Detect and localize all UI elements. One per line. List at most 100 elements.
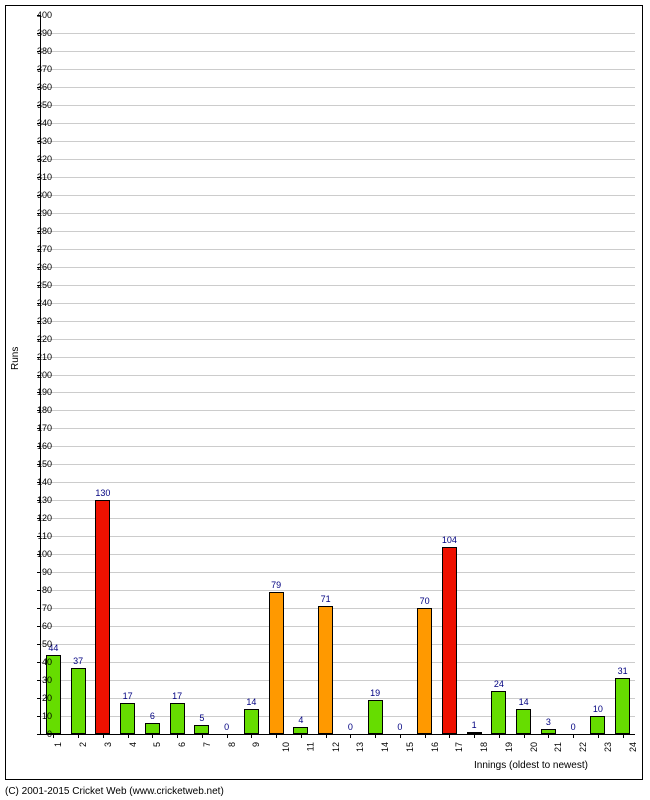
bar-value-label: 3 bbox=[546, 717, 551, 727]
x-axis-label: 22 bbox=[578, 742, 588, 752]
x-axis-label: 8 bbox=[227, 742, 237, 747]
gridline bbox=[41, 590, 635, 591]
y-tick bbox=[37, 590, 41, 591]
gridline bbox=[41, 123, 635, 124]
x-tick bbox=[202, 734, 203, 738]
gridline bbox=[41, 303, 635, 304]
y-tick bbox=[37, 644, 41, 645]
x-tick bbox=[103, 734, 104, 738]
y-axis-label: 110 bbox=[38, 531, 52, 541]
x-axis-label: 23 bbox=[603, 742, 613, 752]
y-axis-label: 230 bbox=[37, 316, 52, 326]
y-axis-label: 280 bbox=[37, 226, 52, 236]
bar bbox=[368, 700, 383, 734]
gridline bbox=[41, 285, 635, 286]
bar-value-label: 79 bbox=[271, 580, 281, 590]
gridline bbox=[41, 375, 635, 376]
gridline bbox=[41, 644, 635, 645]
gridline bbox=[41, 500, 635, 501]
gridline bbox=[41, 231, 635, 232]
gridline bbox=[41, 195, 635, 196]
y-axis-label: 220 bbox=[37, 334, 52, 344]
bar-value-label: 0 bbox=[571, 722, 576, 732]
bar bbox=[120, 703, 135, 734]
bar-value-label: 6 bbox=[150, 711, 155, 721]
bar-value-label: 31 bbox=[618, 666, 628, 676]
x-tick bbox=[499, 734, 500, 738]
y-axis-label: 80 bbox=[42, 585, 52, 595]
copyright-text: (C) 2001-2015 Cricket Web (www.cricketwe… bbox=[5, 786, 224, 797]
gridline bbox=[41, 159, 635, 160]
x-axis-label: 16 bbox=[430, 742, 440, 752]
y-axis-label: 140 bbox=[37, 477, 52, 487]
y-axis-label: 100 bbox=[37, 549, 52, 559]
gridline bbox=[41, 428, 635, 429]
bar bbox=[244, 709, 259, 734]
y-axis-label: 0 bbox=[47, 729, 52, 739]
y-axis-label: 70 bbox=[42, 603, 52, 613]
y-axis-label: 320 bbox=[37, 154, 52, 164]
gridline bbox=[41, 33, 635, 34]
bar-value-label: 0 bbox=[397, 722, 402, 732]
y-axis-label: 290 bbox=[37, 208, 52, 218]
y-axis-label: 120 bbox=[37, 513, 52, 523]
y-axis-label: 350 bbox=[37, 100, 52, 110]
bar-value-label: 24 bbox=[494, 679, 504, 689]
gridline bbox=[41, 446, 635, 447]
bar-value-label: 14 bbox=[246, 697, 256, 707]
y-tick bbox=[37, 698, 41, 699]
gridline bbox=[41, 554, 635, 555]
x-tick bbox=[276, 734, 277, 738]
bar-value-label: 4 bbox=[298, 715, 303, 725]
y-tick bbox=[37, 716, 41, 717]
bar bbox=[590, 716, 605, 734]
x-tick bbox=[573, 734, 574, 738]
x-axis-label: 18 bbox=[479, 742, 489, 752]
bar-value-label: 17 bbox=[123, 691, 133, 701]
y-axis-label: 50 bbox=[42, 639, 52, 649]
x-axis-label: 5 bbox=[152, 742, 162, 747]
y-axis-label: 400 bbox=[37, 10, 52, 20]
gridline bbox=[41, 105, 635, 106]
x-tick bbox=[400, 734, 401, 738]
gridline bbox=[41, 572, 635, 573]
y-axis-label: 130 bbox=[37, 495, 52, 505]
gridline bbox=[41, 662, 635, 663]
x-axis-label: 7 bbox=[202, 742, 212, 747]
x-tick bbox=[177, 734, 178, 738]
gridline bbox=[41, 464, 635, 465]
x-tick bbox=[548, 734, 549, 738]
x-axis-title: Innings (oldest to newest) bbox=[474, 760, 588, 771]
x-tick bbox=[474, 734, 475, 738]
bar-value-label: 17 bbox=[172, 691, 182, 701]
y-axis-label: 360 bbox=[37, 82, 52, 92]
x-tick bbox=[524, 734, 525, 738]
y-tick bbox=[37, 734, 41, 735]
x-tick bbox=[128, 734, 129, 738]
x-axis-label: 6 bbox=[177, 742, 187, 747]
x-axis-label: 1 bbox=[53, 742, 63, 747]
x-axis-label: 10 bbox=[281, 742, 291, 752]
y-axis-label: 200 bbox=[37, 370, 52, 380]
y-axis-label: 310 bbox=[37, 172, 52, 182]
x-tick bbox=[227, 734, 228, 738]
x-axis-label: 4 bbox=[128, 742, 138, 747]
gridline bbox=[41, 213, 635, 214]
x-tick bbox=[375, 734, 376, 738]
x-axis-label: 14 bbox=[380, 742, 390, 752]
x-tick bbox=[326, 734, 327, 738]
y-axis-label: 10 bbox=[42, 711, 52, 721]
y-axis-label: 190 bbox=[37, 387, 52, 397]
y-axis-label: 330 bbox=[37, 136, 52, 146]
x-tick bbox=[425, 734, 426, 738]
x-axis-label: 20 bbox=[529, 742, 539, 752]
x-axis-label: 21 bbox=[553, 742, 563, 752]
y-tick bbox=[37, 608, 41, 609]
gridline bbox=[41, 680, 635, 681]
bar-value-label: 1 bbox=[472, 720, 477, 730]
x-axis-label: 13 bbox=[355, 742, 365, 752]
y-tick bbox=[37, 662, 41, 663]
y-axis-label: 90 bbox=[42, 567, 52, 577]
y-axis-label: 20 bbox=[42, 693, 52, 703]
y-axis-label: 370 bbox=[37, 64, 52, 74]
